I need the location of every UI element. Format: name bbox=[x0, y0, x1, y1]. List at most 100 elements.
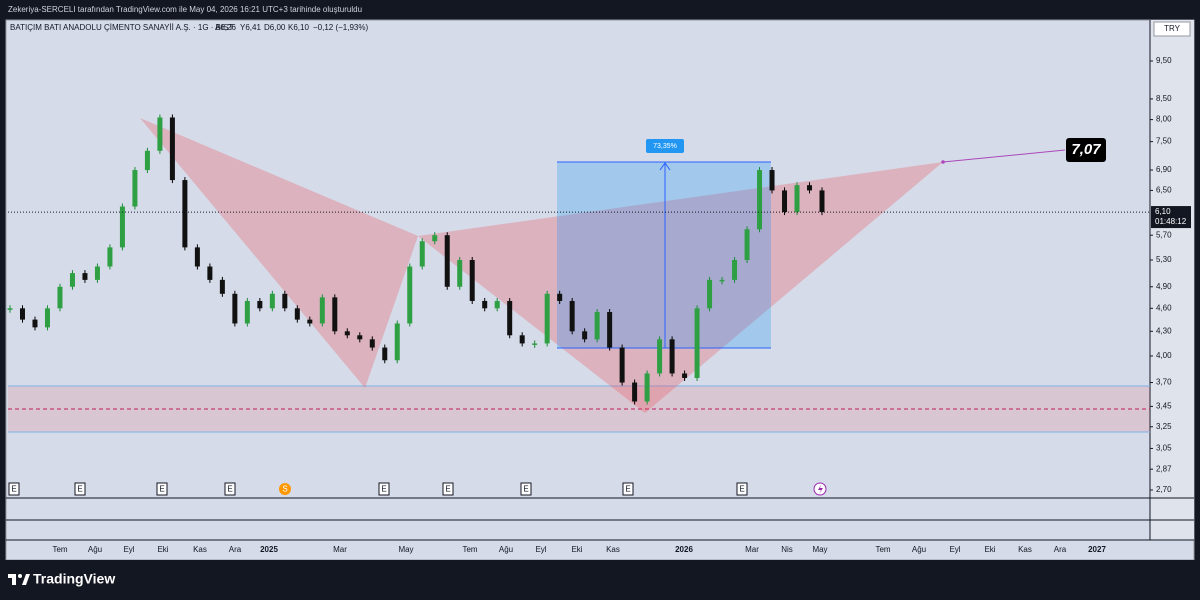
event-label: E bbox=[227, 485, 232, 494]
time-label: Ağu bbox=[88, 545, 102, 554]
dividend-marker bbox=[279, 483, 291, 495]
pattern-bcd[interactable] bbox=[418, 162, 943, 413]
price-tick-label: 2,70 bbox=[1156, 485, 1172, 494]
time-label: Ağu bbox=[912, 545, 926, 554]
candle bbox=[819, 190, 825, 213]
event-label: E bbox=[445, 485, 450, 494]
pattern-xab[interactable] bbox=[140, 118, 418, 388]
candle bbox=[19, 308, 25, 320]
time-label: May bbox=[812, 545, 827, 554]
candle bbox=[719, 279, 725, 282]
candle bbox=[82, 273, 88, 280]
attribution: Zekeriya-SERCELI tarafından TradingView.… bbox=[8, 5, 362, 14]
candle bbox=[632, 382, 638, 402]
price-tick-label: 3,05 bbox=[1156, 444, 1172, 453]
tv-logo bbox=[8, 574, 30, 585]
candle bbox=[694, 308, 700, 378]
price-tick-label: 2,87 bbox=[1156, 464, 1172, 473]
candle bbox=[469, 260, 475, 301]
earnings-marker bbox=[622, 482, 634, 496]
time-label: Kas bbox=[606, 545, 620, 554]
time-label: Eki bbox=[571, 545, 582, 554]
price-tick-label: 3,45 bbox=[1156, 402, 1172, 411]
candle bbox=[232, 293, 238, 324]
candle bbox=[269, 293, 275, 309]
time-label: Eyl bbox=[535, 545, 546, 554]
last-price: 6,10 bbox=[1155, 207, 1171, 216]
candle bbox=[107, 247, 113, 267]
event-label: S bbox=[282, 485, 287, 494]
candle bbox=[32, 319, 38, 328]
candle bbox=[219, 279, 225, 294]
price-tick-label: 4,60 bbox=[1156, 303, 1172, 312]
candle bbox=[744, 229, 750, 261]
time-label: Kas bbox=[1018, 545, 1032, 554]
time-label: Mar bbox=[333, 545, 347, 554]
candle bbox=[482, 300, 488, 309]
earnings-marker bbox=[224, 482, 236, 496]
candle bbox=[707, 279, 713, 309]
event-label: E bbox=[159, 485, 164, 494]
candle bbox=[557, 293, 563, 301]
candle bbox=[194, 247, 200, 267]
price-range[interactable] bbox=[557, 162, 771, 348]
candle bbox=[57, 286, 63, 309]
event-label: E bbox=[77, 485, 82, 494]
currency-box[interactable] bbox=[1153, 21, 1191, 37]
candle bbox=[769, 170, 775, 191]
candle bbox=[282, 293, 288, 309]
candle bbox=[532, 343, 538, 345]
candle bbox=[132, 170, 138, 207]
candles bbox=[7, 114, 825, 405]
time-label: Tem bbox=[875, 545, 890, 554]
range-label-box bbox=[646, 139, 684, 153]
candle bbox=[44, 308, 50, 328]
last-price-box bbox=[1151, 206, 1191, 229]
candle bbox=[444, 235, 450, 287]
range-arrow-head bbox=[659, 162, 671, 171]
open: A6,26 bbox=[215, 23, 236, 32]
event-label: E bbox=[625, 485, 630, 494]
brand: TradingView bbox=[33, 571, 115, 587]
price-tick-label: 4,00 bbox=[1156, 351, 1172, 360]
time-label: Ara bbox=[229, 545, 242, 554]
candle bbox=[144, 150, 150, 171]
time-label: Eyl bbox=[949, 545, 960, 554]
time-label: Eki bbox=[984, 545, 995, 554]
footer bbox=[0, 560, 1200, 600]
candle bbox=[94, 266, 100, 280]
time-label: Mar bbox=[745, 545, 759, 554]
target-line bbox=[942, 149, 1066, 163]
target-label: 7,07 bbox=[1071, 141, 1101, 158]
price-tick-label: 4,30 bbox=[1156, 326, 1172, 335]
lightning-icon bbox=[818, 485, 823, 494]
price-tick-label: 9,50 bbox=[1156, 56, 1172, 65]
candle bbox=[207, 266, 213, 280]
earnings-marker bbox=[520, 482, 532, 496]
candle bbox=[419, 241, 425, 267]
time-label: Eyl bbox=[123, 545, 134, 554]
event-label: E bbox=[739, 485, 744, 494]
candle bbox=[69, 273, 75, 287]
price-tick-label: 6,50 bbox=[1156, 186, 1172, 195]
time-label: 2025 bbox=[260, 545, 278, 554]
candle bbox=[344, 331, 350, 336]
candle bbox=[494, 300, 500, 309]
candle bbox=[7, 308, 13, 310]
price-scale bbox=[1150, 20, 1194, 540]
earnings-marker bbox=[74, 482, 86, 496]
candle bbox=[332, 297, 338, 332]
candle bbox=[619, 347, 625, 383]
candle bbox=[682, 373, 688, 378]
symbol: BATIÇIM BATI ANADOLU ÇİMENTO SANAYİİ A.Ş… bbox=[10, 23, 234, 32]
candle bbox=[394, 323, 400, 361]
change: −0,12 (−1,93%) bbox=[313, 23, 368, 32]
target-box[interactable] bbox=[1066, 138, 1106, 162]
candle bbox=[157, 117, 163, 151]
candle bbox=[244, 300, 250, 324]
candle bbox=[594, 312, 600, 340]
event-label: E bbox=[381, 485, 386, 494]
time-label: Tem bbox=[52, 545, 67, 554]
